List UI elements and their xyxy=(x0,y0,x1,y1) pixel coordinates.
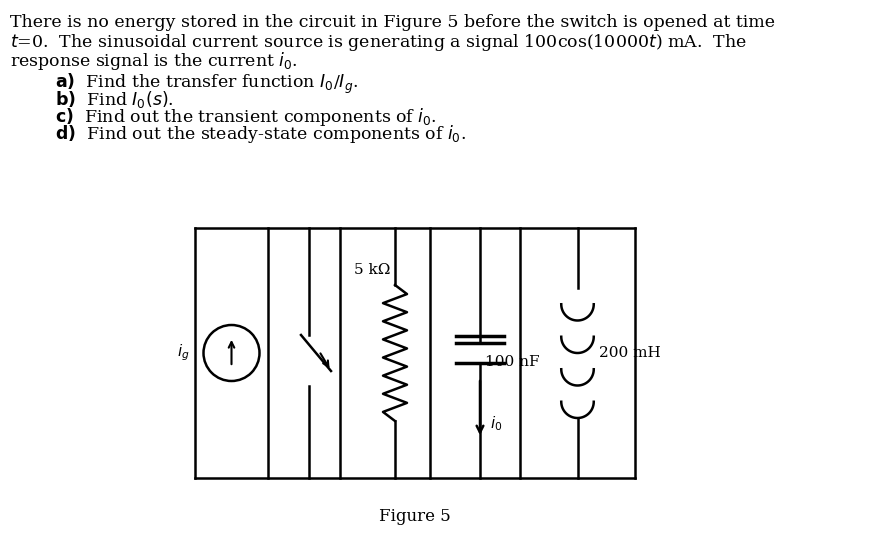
Text: Figure 5: Figure 5 xyxy=(379,508,450,525)
Text: $\mathbf{a)}$  Find the transfer function $I_0$/$I_g$.: $\mathbf{a)}$ Find the transfer function… xyxy=(55,72,358,96)
Text: $i_0$: $i_0$ xyxy=(490,414,502,433)
Text: $t$=0.  The sinusoidal current source is generating a signal 100cos(10000$t$) mA: $t$=0. The sinusoidal current source is … xyxy=(10,32,747,53)
Text: 100 nF: 100 nF xyxy=(485,355,540,369)
Text: $i_g$: $i_g$ xyxy=(178,343,190,363)
Text: response signal is the current $i_0$.: response signal is the current $i_0$. xyxy=(10,50,298,72)
Text: 200 mH: 200 mH xyxy=(599,346,660,360)
Text: $\mathbf{b)}$  Find $I_0(s)$.: $\mathbf{b)}$ Find $I_0(s)$. xyxy=(55,89,174,110)
Text: $\mathbf{d)}$  Find out the steady-state components of $i_0$.: $\mathbf{d)}$ Find out the steady-state … xyxy=(55,123,467,145)
Text: $\mathbf{c)}$  Find out the transient components of $i_0$.: $\mathbf{c)}$ Find out the transient com… xyxy=(55,106,437,128)
Text: 5 kΩ: 5 kΩ xyxy=(353,263,390,277)
Text: There is no energy stored in the circuit in Figure 5 before the switch is opened: There is no energy stored in the circuit… xyxy=(10,14,775,31)
